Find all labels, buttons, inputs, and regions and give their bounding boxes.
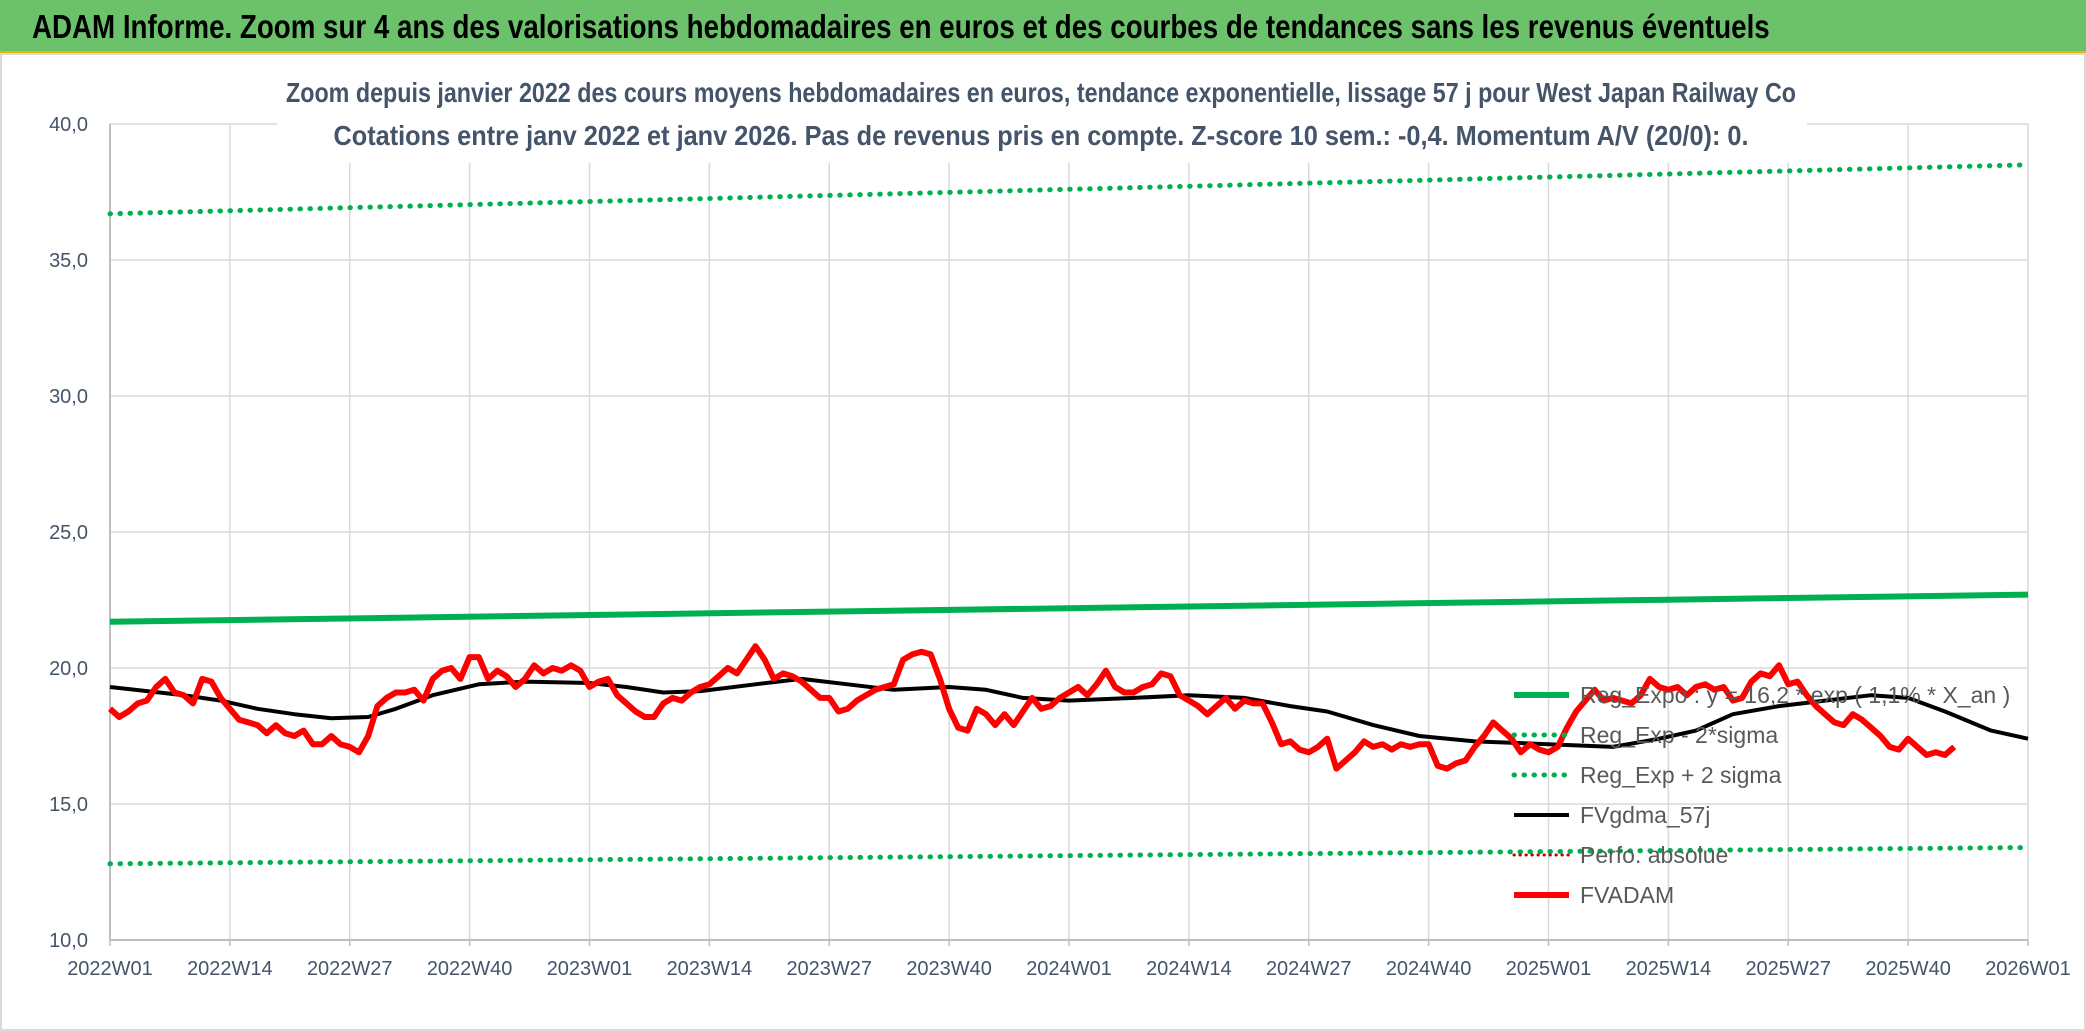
x-axis-ticks: 2022W01 2022W14 2022W27 2022W40 2023W01 2023W… [67,958,2071,980]
x-tick-label: 2025W27 [1745,958,1831,980]
y-tick-label: 40,0 [49,114,88,136]
x-tick-label: 2024W27 [1266,958,1352,980]
legend-label: FVADAM [1580,882,1674,908]
legend-label: Reg_Expo : y = 16,2 * exp ( 1,1% * X_an … [1580,682,2010,708]
series-line-2 [107,162,2031,217]
y-tick-label: 20,0 [49,658,88,680]
legend-label: Reg_Exp + 2 sigma [1580,762,1782,788]
chart-title-line-2: Cotations entre janv 2022 et janv 2026. … [334,120,1749,151]
x-tick-label: 2025W40 [1865,958,1951,980]
x-tick-label: 2025W14 [1626,958,1712,980]
legend-label: FVgdma_57j [1580,802,1710,828]
series-line-5 [108,643,1957,772]
x-tick-label: 2026W01 [1985,958,2071,980]
y-tick-label: 35,0 [49,250,88,272]
chart-title-line-1: Zoom depuis janvier 2022 des cours moyen… [286,77,1796,108]
report-banner: ADAM Informe. Zoom sur 4 ans des valoris… [0,0,2086,53]
x-tick-label: 2023W27 [786,958,872,980]
grid-lines [109,123,2029,946]
x-tick-label: 2024W40 [1386,958,1472,980]
x-tick-label: 2022W40 [427,958,513,980]
legend-label: Perfo. absolue [1580,842,1728,868]
y-tick-label: 25,0 [49,522,88,544]
x-tick-label: 2023W40 [906,958,992,980]
legend: Reg_Expo : y = 16,2 * exp ( 1,1% * X_an … [1511,682,2010,908]
legend-label: Reg_Exp - 2*sigma [1580,722,1778,748]
x-tick-label: 2025W01 [1506,958,1592,980]
y-axis-ticks: 10,0 15,0 20,0 25,0 30,0 35,0 40,0 [49,114,88,952]
y-tick-label: 15,0 [49,794,88,816]
series-line-1 [107,845,2031,867]
y-tick-label: 30,0 [49,386,88,408]
series-line-3 [109,676,2029,749]
x-tick-label: 2024W14 [1146,958,1232,980]
report-title: ADAM Informe. Zoom sur 4 ans des valoris… [32,8,1770,45]
chart-title-background [277,65,1807,163]
series-lines [107,162,2031,867]
chart-frame: 10,0 15,0 20,0 25,0 30,0 35,0 40,0 2022W01 2022… [0,53,2086,1031]
x-tick-label: 2022W14 [187,958,273,980]
x-tick-label: 2024W01 [1026,958,1112,980]
x-tick-label: 2022W01 [67,958,153,980]
series-line-0 [109,591,2029,625]
x-tick-label: 2023W01 [547,958,633,980]
x-tick-label: 2023W14 [667,958,753,980]
line-chart: 10,015,020,025,030,035,040,0 2022W01 2022… [49,65,2071,980]
y-tick-label: 10,0 [49,930,88,952]
x-tick-label: 2022W27 [307,958,393,980]
